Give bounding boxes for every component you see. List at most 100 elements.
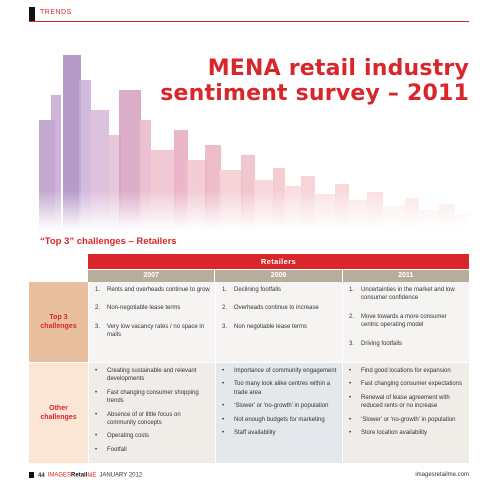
bullet: •: [95, 446, 98, 453]
list-item: • Importance of community engagement: [222, 367, 338, 375]
list-item: • Fast changing consumer expectations: [349, 380, 465, 388]
table-main-header: Retailers: [88, 254, 469, 269]
item-text: Store location availability: [361, 430, 428, 437]
list-item: • ‘Slower’ or ‘no-growth’ in population: [349, 416, 465, 424]
table-subheading: “Top 3” challenges – Retailers: [40, 236, 177, 247]
item-number: 2.: [95, 305, 101, 312]
list-item: 2. Overheads continue to increase: [222, 304, 338, 312]
other-column-2007: • Creating sustainable and relevant devel…: [89, 363, 215, 463]
item-text: Move towards a more consumer centric ope…: [361, 313, 447, 329]
top3-column-2011: 1. Uncertainties in the market and low co…: [343, 282, 469, 362]
item-text: Absence of or little focus on community …: [107, 411, 181, 427]
page-footer: 44 IMAGESRetailME JANUARY 2012 imagesretai…: [29, 472, 469, 484]
item-text: Staff availability: [234, 430, 276, 437]
top3-label: Top 3 challenges: [29, 282, 88, 362]
bullet: •: [349, 394, 352, 401]
list-item: • Not enough budgets for marketing: [222, 416, 338, 424]
list-item: • Creating sustainable and relevant devel…: [95, 367, 211, 384]
item-number: 1.: [222, 287, 228, 293]
list-item: • Absence of or little focus on community…: [95, 411, 211, 428]
item-text: ‘Slower’ or ‘no-growth’ in population: [234, 403, 329, 410]
item-text: Too many look alike centres within a tra…: [234, 381, 331, 396]
list-item: 3. Driving footfalls: [349, 340, 465, 348]
item-number: 2.: [222, 305, 228, 312]
magazine-name-part1: IMAGES: [47, 472, 72, 479]
challenges-table-header: Retailers 2007 2009 2011: [88, 254, 469, 282]
list-item: 1. Rents and overheads continue to grow: [95, 286, 211, 294]
item-number: 1.: [349, 287, 355, 293]
bullet: •: [222, 403, 225, 410]
item-number: 3.: [349, 340, 355, 347]
year-header-2007: 2007: [88, 270, 215, 282]
header-marker: [29, 7, 35, 22]
item-text: Very low vacancy rates / no space in mal…: [107, 323, 205, 339]
bullet: •: [95, 368, 98, 374]
item-text: Operating costs: [107, 433, 150, 440]
item-text: ‘Slower’ or ‘no-growth’ in population: [361, 416, 456, 423]
bullet: •: [349, 416, 352, 423]
year-header-2009: 2009: [215, 270, 342, 282]
top3-column-2009: 1. Declining footfalls 2. Overheads continu…: [216, 282, 342, 362]
bullet: •: [222, 430, 225, 437]
item-text: Footfall: [107, 446, 127, 453]
list-item: • Too many look alike centres within a tr…: [222, 380, 338, 397]
list-item: 3. Non negotiable lease terms: [222, 323, 338, 331]
top3-section: Top 3 challenges 1. Rents and overheads c…: [29, 282, 469, 362]
other-column-2011: • Find good locations for expansion • Fast …: [343, 363, 469, 463]
other-label: Other challenges: [29, 363, 88, 463]
item-number: 3.: [222, 323, 228, 330]
item-number: 1.: [95, 287, 101, 293]
list-item: • Store location availability: [349, 429, 465, 437]
item-text: Non negotiable lease terms: [234, 323, 308, 330]
skyline-building: [63, 55, 81, 230]
list-item: 1. Uncertainties in the market and low co…: [349, 286, 465, 303]
item-text: Renewal of lease agreement with reduced …: [361, 394, 450, 410]
bullet: •: [222, 368, 225, 374]
item-text: Fast changing consumer expectations: [361, 381, 463, 388]
item-text: Driving footfalls: [361, 340, 403, 347]
list-item: 1. Declining footfalls: [222, 286, 338, 294]
magazine-name-part2: Retail: [71, 472, 88, 479]
issue-date: JANUARY 2012: [99, 472, 143, 479]
page-header: TRENDS: [0, 0, 497, 23]
item-text: Non-negotiable lease terms: [107, 305, 181, 312]
item-text: Overheads continue to increase: [234, 305, 319, 312]
bullet: •: [349, 381, 352, 388]
bullet: •: [222, 381, 225, 388]
bullet: •: [349, 430, 352, 437]
item-text: Creating sustainable and relevant develo…: [107, 368, 197, 383]
list-item: • Operating costs: [95, 432, 211, 440]
page-title: MENA retail industry sentiment survey – …: [160, 56, 469, 106]
other-column-2009: • Importance of community engagement • Too …: [216, 363, 342, 463]
section-label: TRENDS: [40, 9, 72, 16]
website: imagesretailme.com: [415, 472, 469, 478]
list-item: 3. Very low vacancy rates / no space in m…: [95, 323, 211, 340]
list-item: • Renewal of lease agreement with reduced…: [349, 394, 465, 411]
list-item: • ‘Slower’ or ‘no-growth’ in population: [222, 402, 338, 410]
list-item: • Find good locations for expansion: [349, 367, 465, 375]
magazine-name-part3: ME: [87, 472, 97, 479]
skyline-building: [51, 95, 61, 230]
item-text: Find good locations for expansion: [361, 368, 451, 374]
page-number: 44: [38, 472, 45, 479]
hero-fade: [29, 190, 469, 230]
bullet: •: [95, 389, 98, 396]
title-line-2: sentiment survey – 2011: [160, 81, 469, 106]
item-text: Fast changing consumer shopping trends: [107, 389, 199, 405]
list-item: 2. Move towards a more consumer centric o…: [349, 313, 465, 330]
header-rule: [29, 21, 469, 22]
hero-skyline-illustration: [29, 24, 469, 230]
list-item: 2. Non-negotiable lease terms: [95, 304, 211, 312]
item-text: Not enough budgets for marketing: [234, 416, 325, 423]
list-item: • Fast changing consumer shopping trends: [95, 389, 211, 406]
top3-columns: 1. Rents and overheads continue to grow 2.…: [88, 282, 469, 362]
bullet: •: [95, 433, 98, 440]
bullet: •: [222, 416, 225, 423]
item-text: Uncertainties in the market and low cons…: [361, 287, 455, 302]
item-number: 2.: [349, 313, 355, 320]
year-header-2011: 2011: [342, 270, 469, 282]
title-line-1: MENA retail industry: [207, 56, 469, 81]
item-text: Declining footfalls: [234, 287, 282, 293]
bullet: •: [95, 411, 98, 418]
top3-column-2007: 1. Rents and overheads continue to grow 2.…: [89, 282, 215, 362]
